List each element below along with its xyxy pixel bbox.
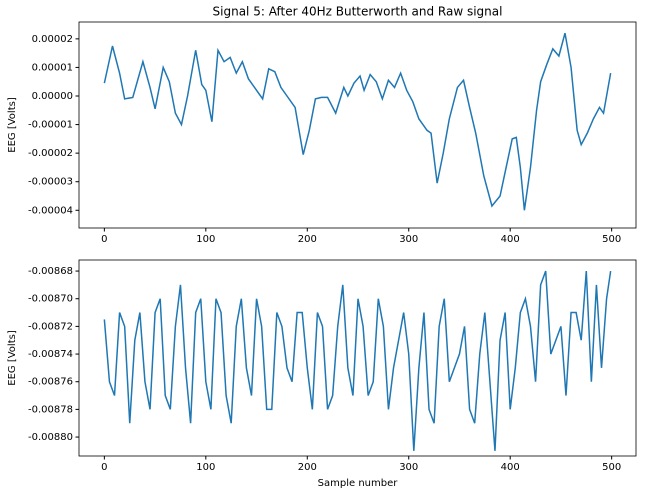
axes-frame <box>78 259 637 457</box>
y-tick-label: -0.00002 <box>28 148 73 159</box>
x-tick-label: 500 <box>602 462 621 473</box>
y-tick-label: -0.00880 <box>28 432 73 443</box>
y-tick-label: -0.00868 <box>28 266 73 277</box>
y-tick-label: 0.00001 <box>32 62 73 73</box>
x-tick-label: 0 <box>101 234 107 245</box>
y-tick-label: -0.00872 <box>28 321 73 332</box>
y-tick-label: -0.00874 <box>28 349 73 360</box>
y-axis-label: EEG [Volts] <box>7 97 18 153</box>
y-tick-label: 0.00000 <box>32 91 73 102</box>
y-axis-label: EEG [Volts] <box>7 330 18 386</box>
y-tick-label: -0.00870 <box>28 294 73 305</box>
chart-title: Signal 5: After 40Hz Butterworth and Raw… <box>213 5 503 19</box>
y-tick-label: -0.00876 <box>28 377 73 388</box>
x-tick-label: 200 <box>298 462 317 473</box>
y-tick-label: -0.00001 <box>28 120 73 131</box>
signal-line <box>103 270 612 451</box>
x-tick-label: 400 <box>501 234 520 245</box>
y-tick-label: -0.00878 <box>28 404 73 415</box>
y-tick-label: 0.00002 <box>32 34 73 45</box>
x-tick-label: 200 <box>298 234 317 245</box>
x-tick-label: 300 <box>399 234 418 245</box>
axes-frame <box>78 21 637 229</box>
x-tick-label: 500 <box>602 234 621 245</box>
x-tick-label: 100 <box>196 234 215 245</box>
x-tick-label: 400 <box>501 462 520 473</box>
x-axis-label: Sample number <box>318 478 399 489</box>
x-tick-label: 0 <box>101 462 107 473</box>
y-tick-label: -0.00004 <box>28 205 73 216</box>
x-tick-label: 300 <box>399 462 418 473</box>
signal-line <box>103 32 612 211</box>
x-tick-label: 100 <box>196 462 215 473</box>
y-tick-label: -0.00003 <box>28 177 73 188</box>
